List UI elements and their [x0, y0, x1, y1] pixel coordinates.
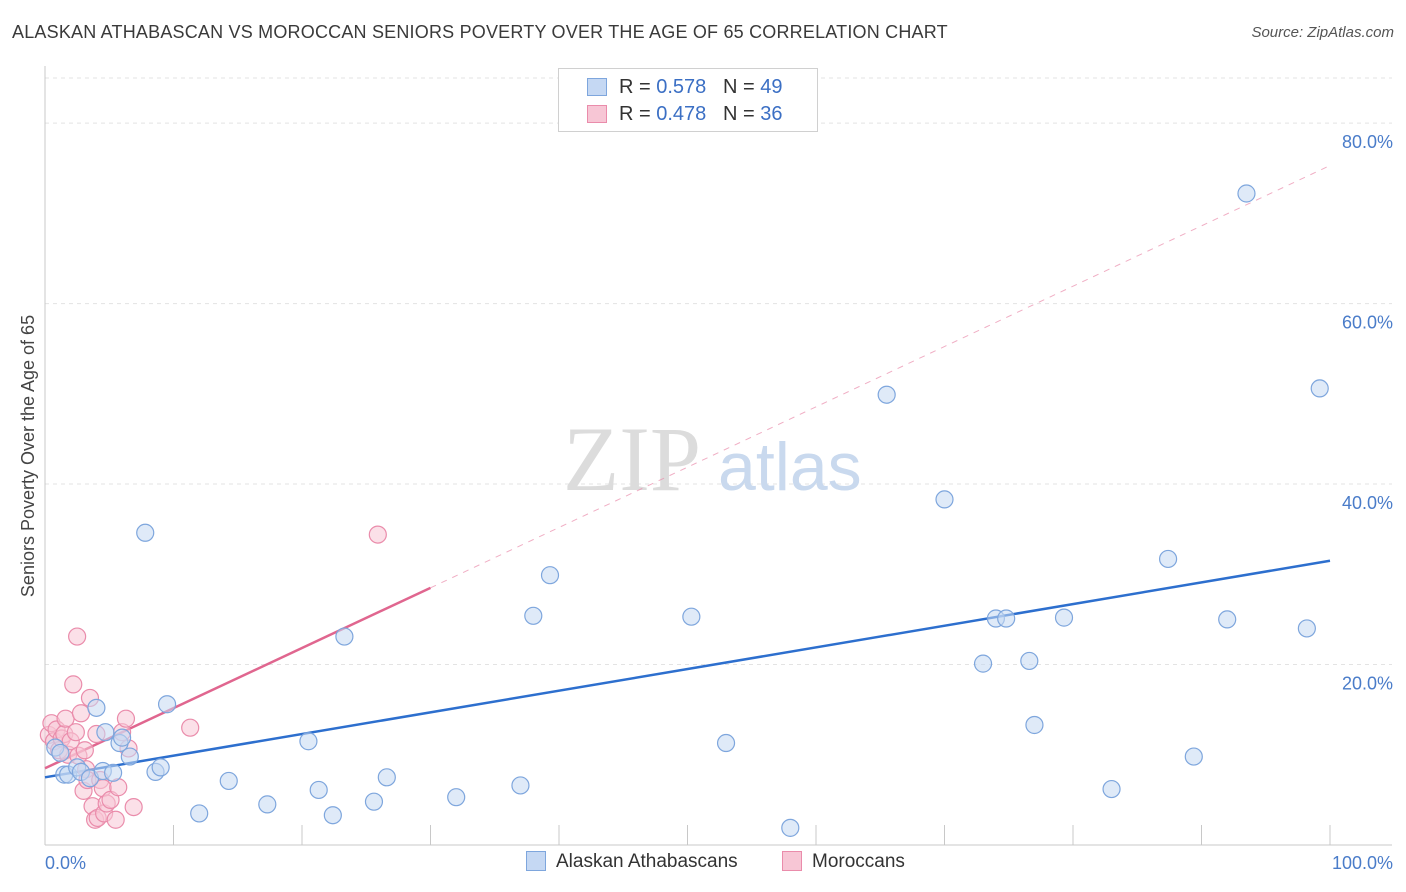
legend: R = 0.578 N = 49 R = 0.478 N = 36 — [558, 68, 818, 132]
chart-title: ALASKAN ATHABASCAN VS MOROCCAN SENIORS P… — [12, 22, 948, 42]
alaskan-point — [1054, 608, 1074, 627]
alaskan-point — [997, 609, 1016, 628]
bottom-legend-moroccan: Moroccans — [782, 851, 905, 873]
alaskan-trend-line — [44, 559, 1331, 779]
alaskan-point — [364, 792, 384, 811]
alaskan-point — [299, 732, 318, 751]
alaskan-point — [1184, 747, 1203, 766]
bottom-legend-swatch-pink — [782, 851, 802, 871]
bottom-legend-swatch-blue — [526, 851, 546, 871]
axis-labels: 20.0% 40.0% 60.0% 80.0% 0.0% 100.0% Seniors Po… — [18, 132, 1393, 873]
alaskan-point — [219, 771, 238, 791]
alaskan-point — [1297, 619, 1316, 638]
alaskan-point — [781, 818, 800, 837]
alaskan-point — [335, 627, 354, 646]
watermark-atlas: atlas — [718, 429, 862, 505]
y-tick-label: 80.0% — [1342, 132, 1393, 152]
alaskan-point — [716, 733, 736, 753]
alaskan-point — [447, 788, 466, 807]
moroccan-point — [71, 704, 91, 723]
y-tick-label: 40.0% — [1342, 493, 1393, 513]
alaskan-point — [104, 763, 123, 782]
data-points — [39, 184, 1329, 837]
moroccan-point — [106, 810, 125, 829]
alaskan-point — [151, 758, 170, 777]
alaskan-point — [136, 523, 155, 542]
moroccan-point — [368, 525, 387, 544]
alaskan-point — [120, 747, 139, 766]
alaskan-point — [1158, 549, 1178, 569]
alaskan-point — [309, 780, 328, 800]
bottom-legend-alaskan: Alaskan Athabascans — [526, 851, 738, 873]
x-tick-label: 100.0% — [1332, 853, 1393, 873]
alaskan-point — [87, 698, 106, 717]
alaskan-point — [323, 806, 342, 825]
alaskan-point — [524, 606, 543, 625]
bottom-legend-label: Alaskan Athabascans — [556, 851, 738, 872]
bottom-legend-label: Moroccans — [812, 851, 905, 872]
alaskan-point — [157, 695, 177, 714]
alaskan-point — [682, 607, 701, 626]
alaskan-point — [1102, 779, 1121, 799]
x-tick-label: 0.0% — [45, 853, 86, 873]
alaskan-point — [377, 768, 396, 787]
legend-swatch-blue — [587, 78, 607, 96]
legend-text: R = 0.578 N = 49 — [619, 76, 783, 98]
alaskan-point — [190, 804, 209, 823]
moroccan-point — [75, 741, 94, 760]
alaskan-point — [511, 776, 530, 795]
alaskan-point — [877, 385, 896, 404]
legend-text: R = 0.478 N = 36 — [619, 103, 783, 125]
gridlines — [45, 77, 1392, 666]
alaskan-point — [112, 728, 132, 747]
moroccan-trend-line — [44, 586, 432, 770]
alaskan-point — [1025, 715, 1044, 735]
moroccan-point — [124, 798, 143, 817]
moroccan-point — [64, 675, 83, 694]
watermark-zip: ZIP — [563, 408, 701, 510]
alaskan-point — [1310, 379, 1329, 398]
alaskan-point — [1237, 184, 1256, 203]
y-axis-label: Seniors Poverty Over the Age of 65 — [18, 315, 38, 597]
moroccan-point — [116, 709, 136, 728]
alaskan-point — [1020, 651, 1039, 671]
legend-swatch-pink — [587, 105, 607, 123]
source-credit: Source: ZipAtlas.com — [1251, 24, 1394, 41]
alaskan-point — [935, 490, 954, 509]
y-tick-label: 60.0% — [1342, 313, 1393, 333]
watermark: ZIP atlas — [563, 408, 862, 510]
axes — [44, 66, 1392, 846]
moroccan-trend-extension — [430, 165, 1331, 589]
moroccan-point — [68, 627, 87, 646]
alaskan-point — [96, 723, 115, 742]
alaskan-point — [1218, 610, 1237, 629]
moroccan-point — [66, 723, 85, 742]
alaskan-point — [258, 795, 277, 814]
y-tick-label: 20.0% — [1342, 674, 1393, 694]
alaskan-point — [540, 566, 560, 585]
moroccan-point — [181, 718, 200, 737]
alaskan-point — [51, 743, 70, 763]
alaskan-point — [973, 654, 993, 673]
